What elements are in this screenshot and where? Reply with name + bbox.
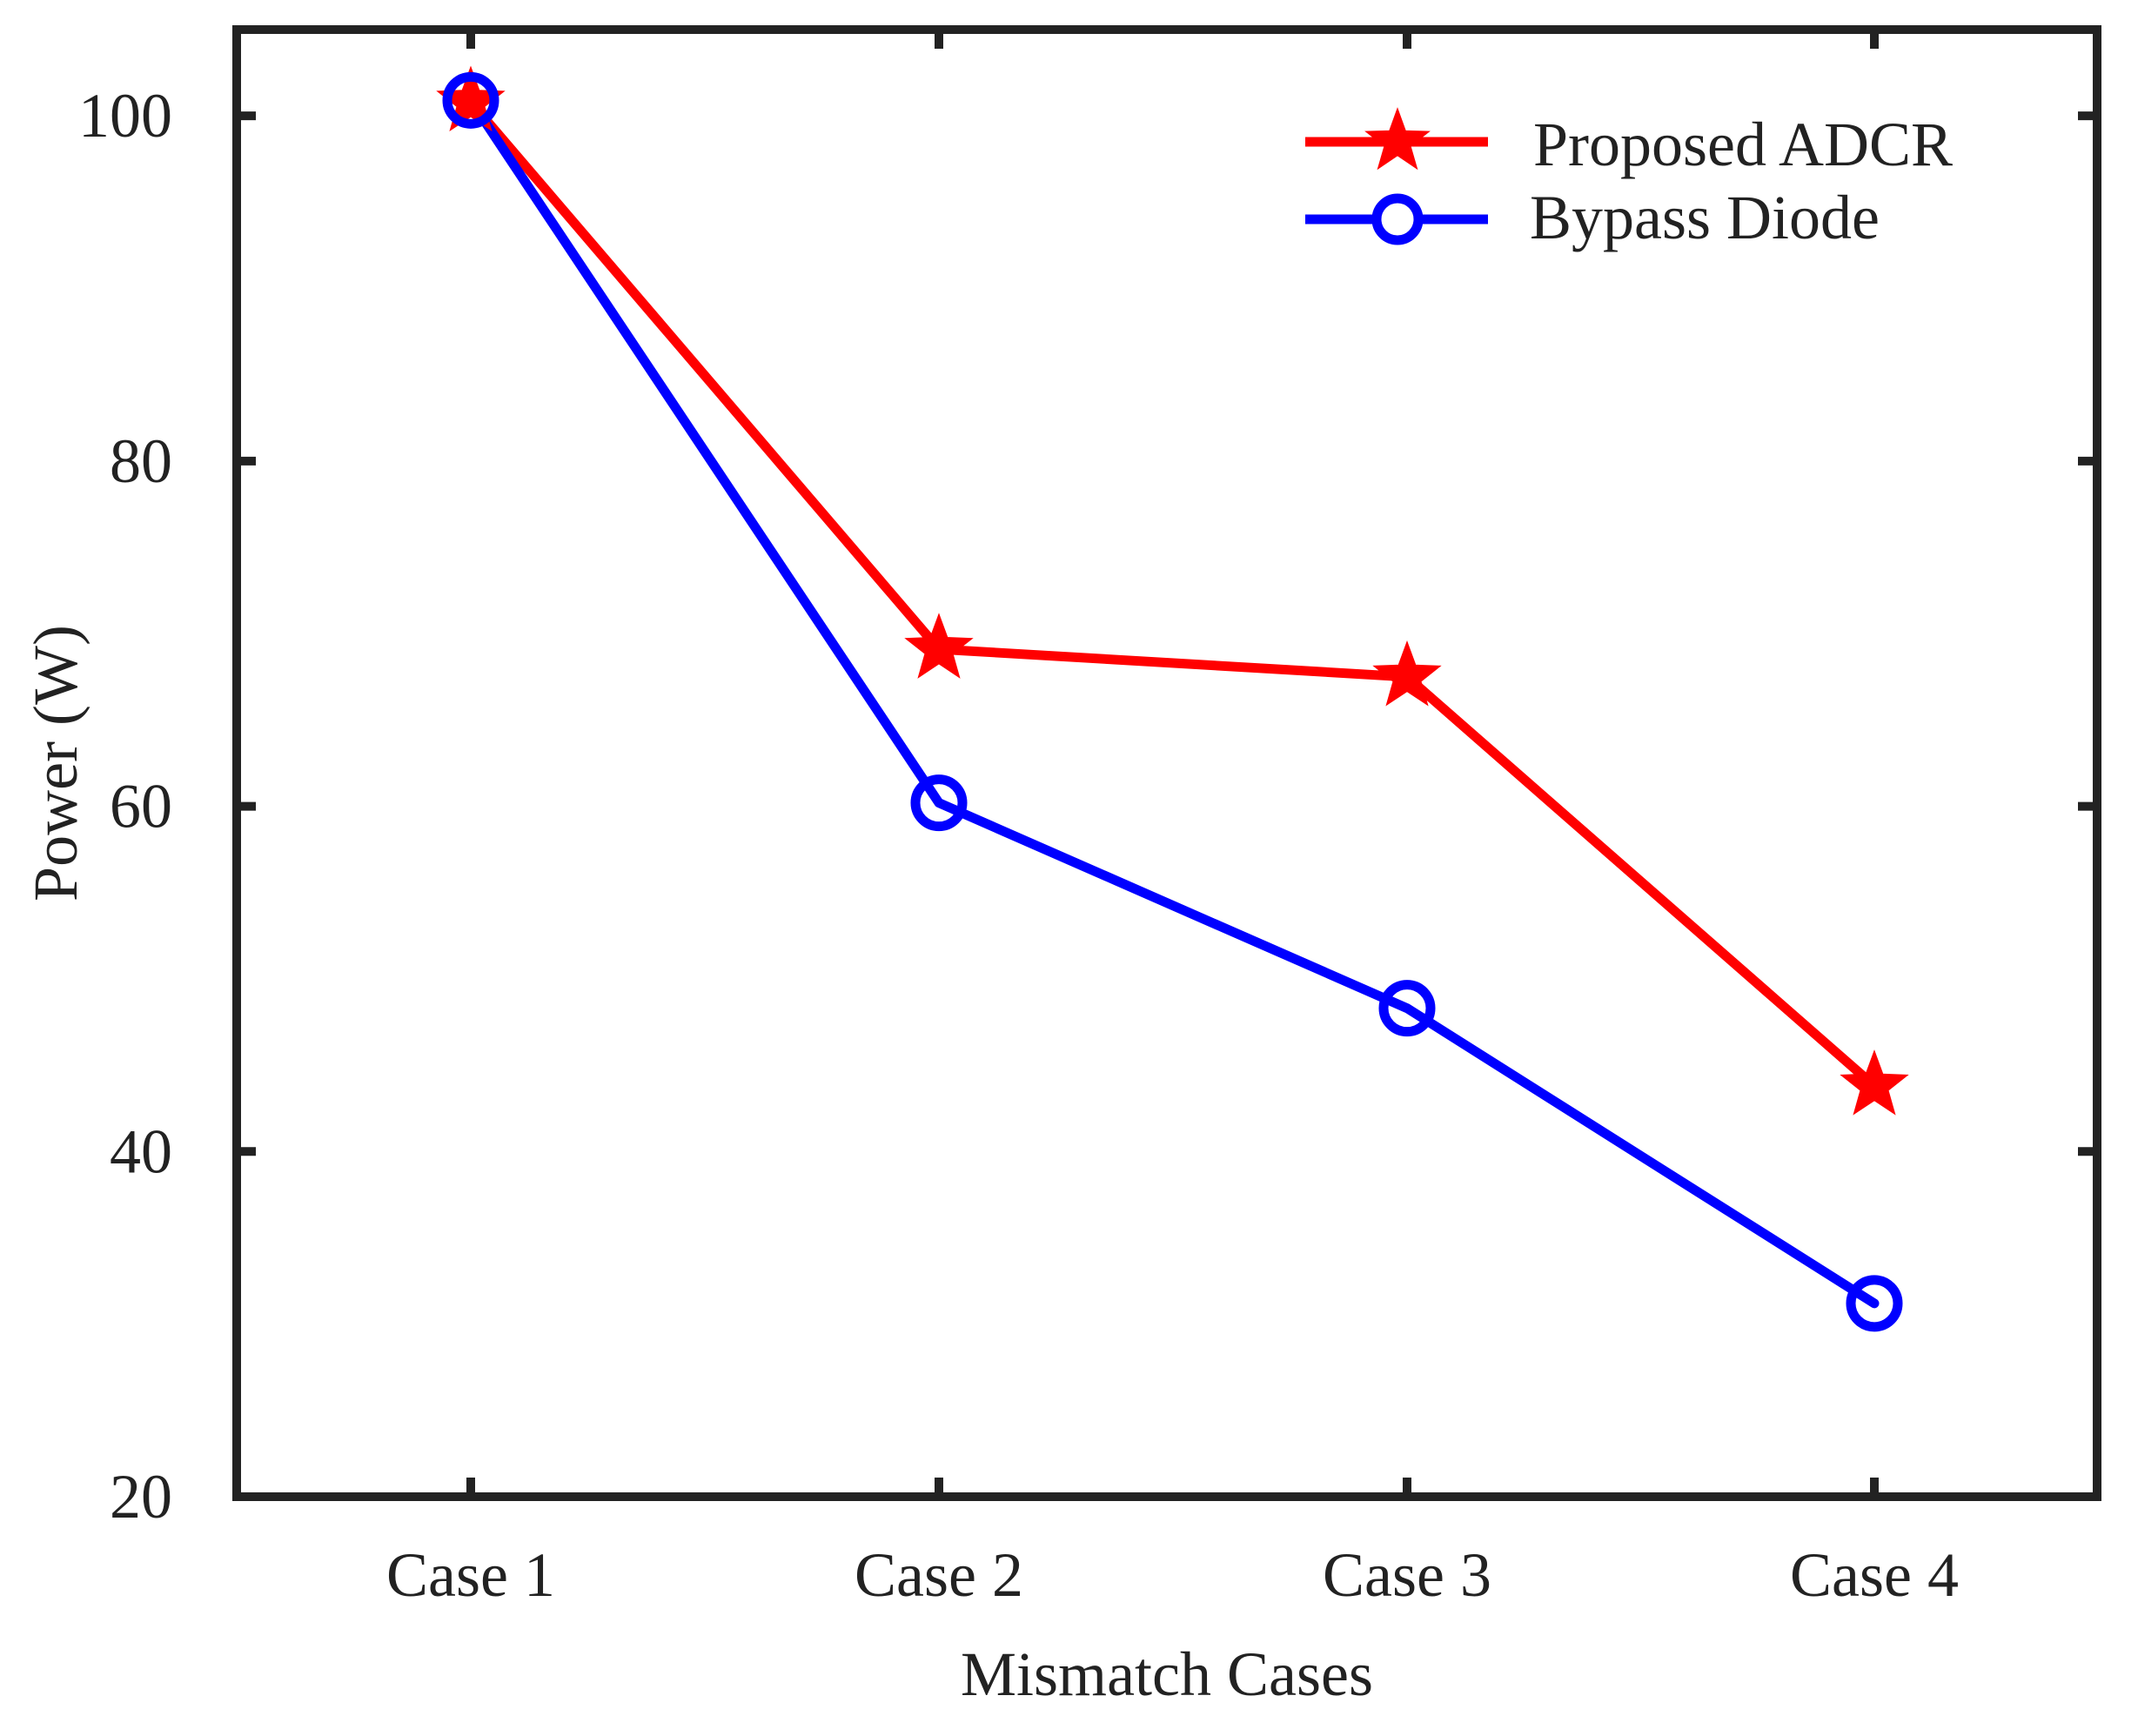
series-line-bypass-diode <box>466 95 1880 1309</box>
y-tick-label: 20 <box>110 1462 172 1532</box>
x-tick-label: Case 4 <box>1790 1540 1959 1610</box>
x-tick-label: Case 2 <box>855 1540 1023 1610</box>
x-tick-label: Case 1 <box>386 1540 555 1610</box>
y-axis-label: Power (W) <box>21 625 90 902</box>
y-tick-label: 40 <box>110 1116 172 1186</box>
legend-star-marker <box>1364 107 1431 171</box>
x-tick-label: Case 3 <box>1323 1540 1491 1610</box>
plot-area-frame <box>232 25 2101 1501</box>
series-lines <box>466 95 1880 1309</box>
legend: Proposed ADCR Bypass Diode <box>1305 107 1953 252</box>
data-point-star <box>904 613 974 679</box>
series-markers <box>436 65 1909 1332</box>
y-tick-label: 60 <box>110 772 172 841</box>
legend-label-bypass-diode: Bypass Diode <box>1530 183 1880 252</box>
series-line-proposed-adcr <box>466 97 1880 1091</box>
legend-label-proposed-adcr: Proposed ADCR <box>1533 110 1953 179</box>
legend-circle-marker <box>1371 193 1424 245</box>
y-tick-label: 100 <box>78 81 172 151</box>
data-point-star <box>1372 640 1442 707</box>
data-point-circle <box>442 71 499 129</box>
data-point-circle <box>910 774 968 832</box>
x-axis-label: Mismatch Cases <box>961 1639 1373 1709</box>
data-point-star <box>1840 1049 1909 1116</box>
axis-ticks: 20 40 60 80 100 Case 1 Case 2 Case 3 Case 4 <box>78 30 2097 1610</box>
data-point-circle <box>1378 980 1436 1037</box>
data-point-circle <box>1846 1275 1903 1332</box>
y-tick-label: 80 <box>110 426 172 496</box>
